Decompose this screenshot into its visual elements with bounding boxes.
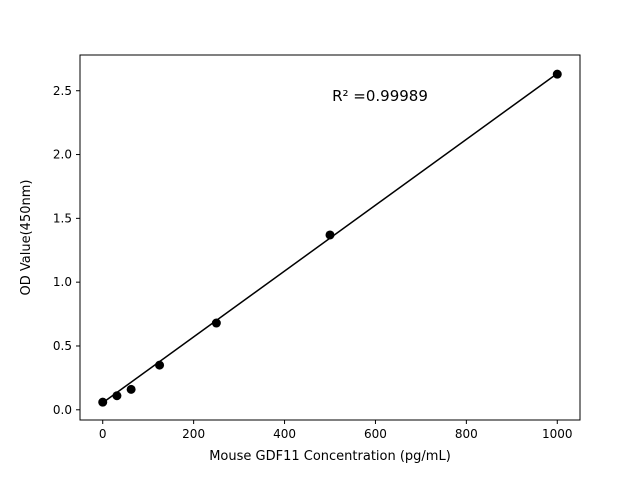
r-squared-annotation: R² =0.99989 [332,87,428,105]
data-point [325,230,335,240]
y-tick-label: 0.5 [53,339,72,353]
y-tick-label: 2.0 [53,148,72,162]
y-tick-label: 1.0 [53,275,72,289]
data-point [126,384,136,394]
data-point [552,69,562,79]
x-tick-label: 400 [273,427,296,441]
x-tick-label: 0 [99,427,107,441]
y-tick-label: 0.0 [53,403,72,417]
x-tick-label: 200 [182,427,205,441]
x-tick-label: 800 [455,427,478,441]
data-point [211,318,221,328]
data-point [155,360,165,370]
y-tick-label: 2.5 [53,84,72,98]
y-tick-label: 1.5 [53,211,72,225]
y-axis-label: OD Value(450nm) [19,180,34,296]
x-tick-label: 1000 [542,427,573,441]
data-point [98,397,108,407]
x-axis-label: Mouse GDF11 Concentration (pg/mL) [209,449,451,464]
x-tick-label: 600 [364,427,387,441]
data-point [112,391,122,401]
